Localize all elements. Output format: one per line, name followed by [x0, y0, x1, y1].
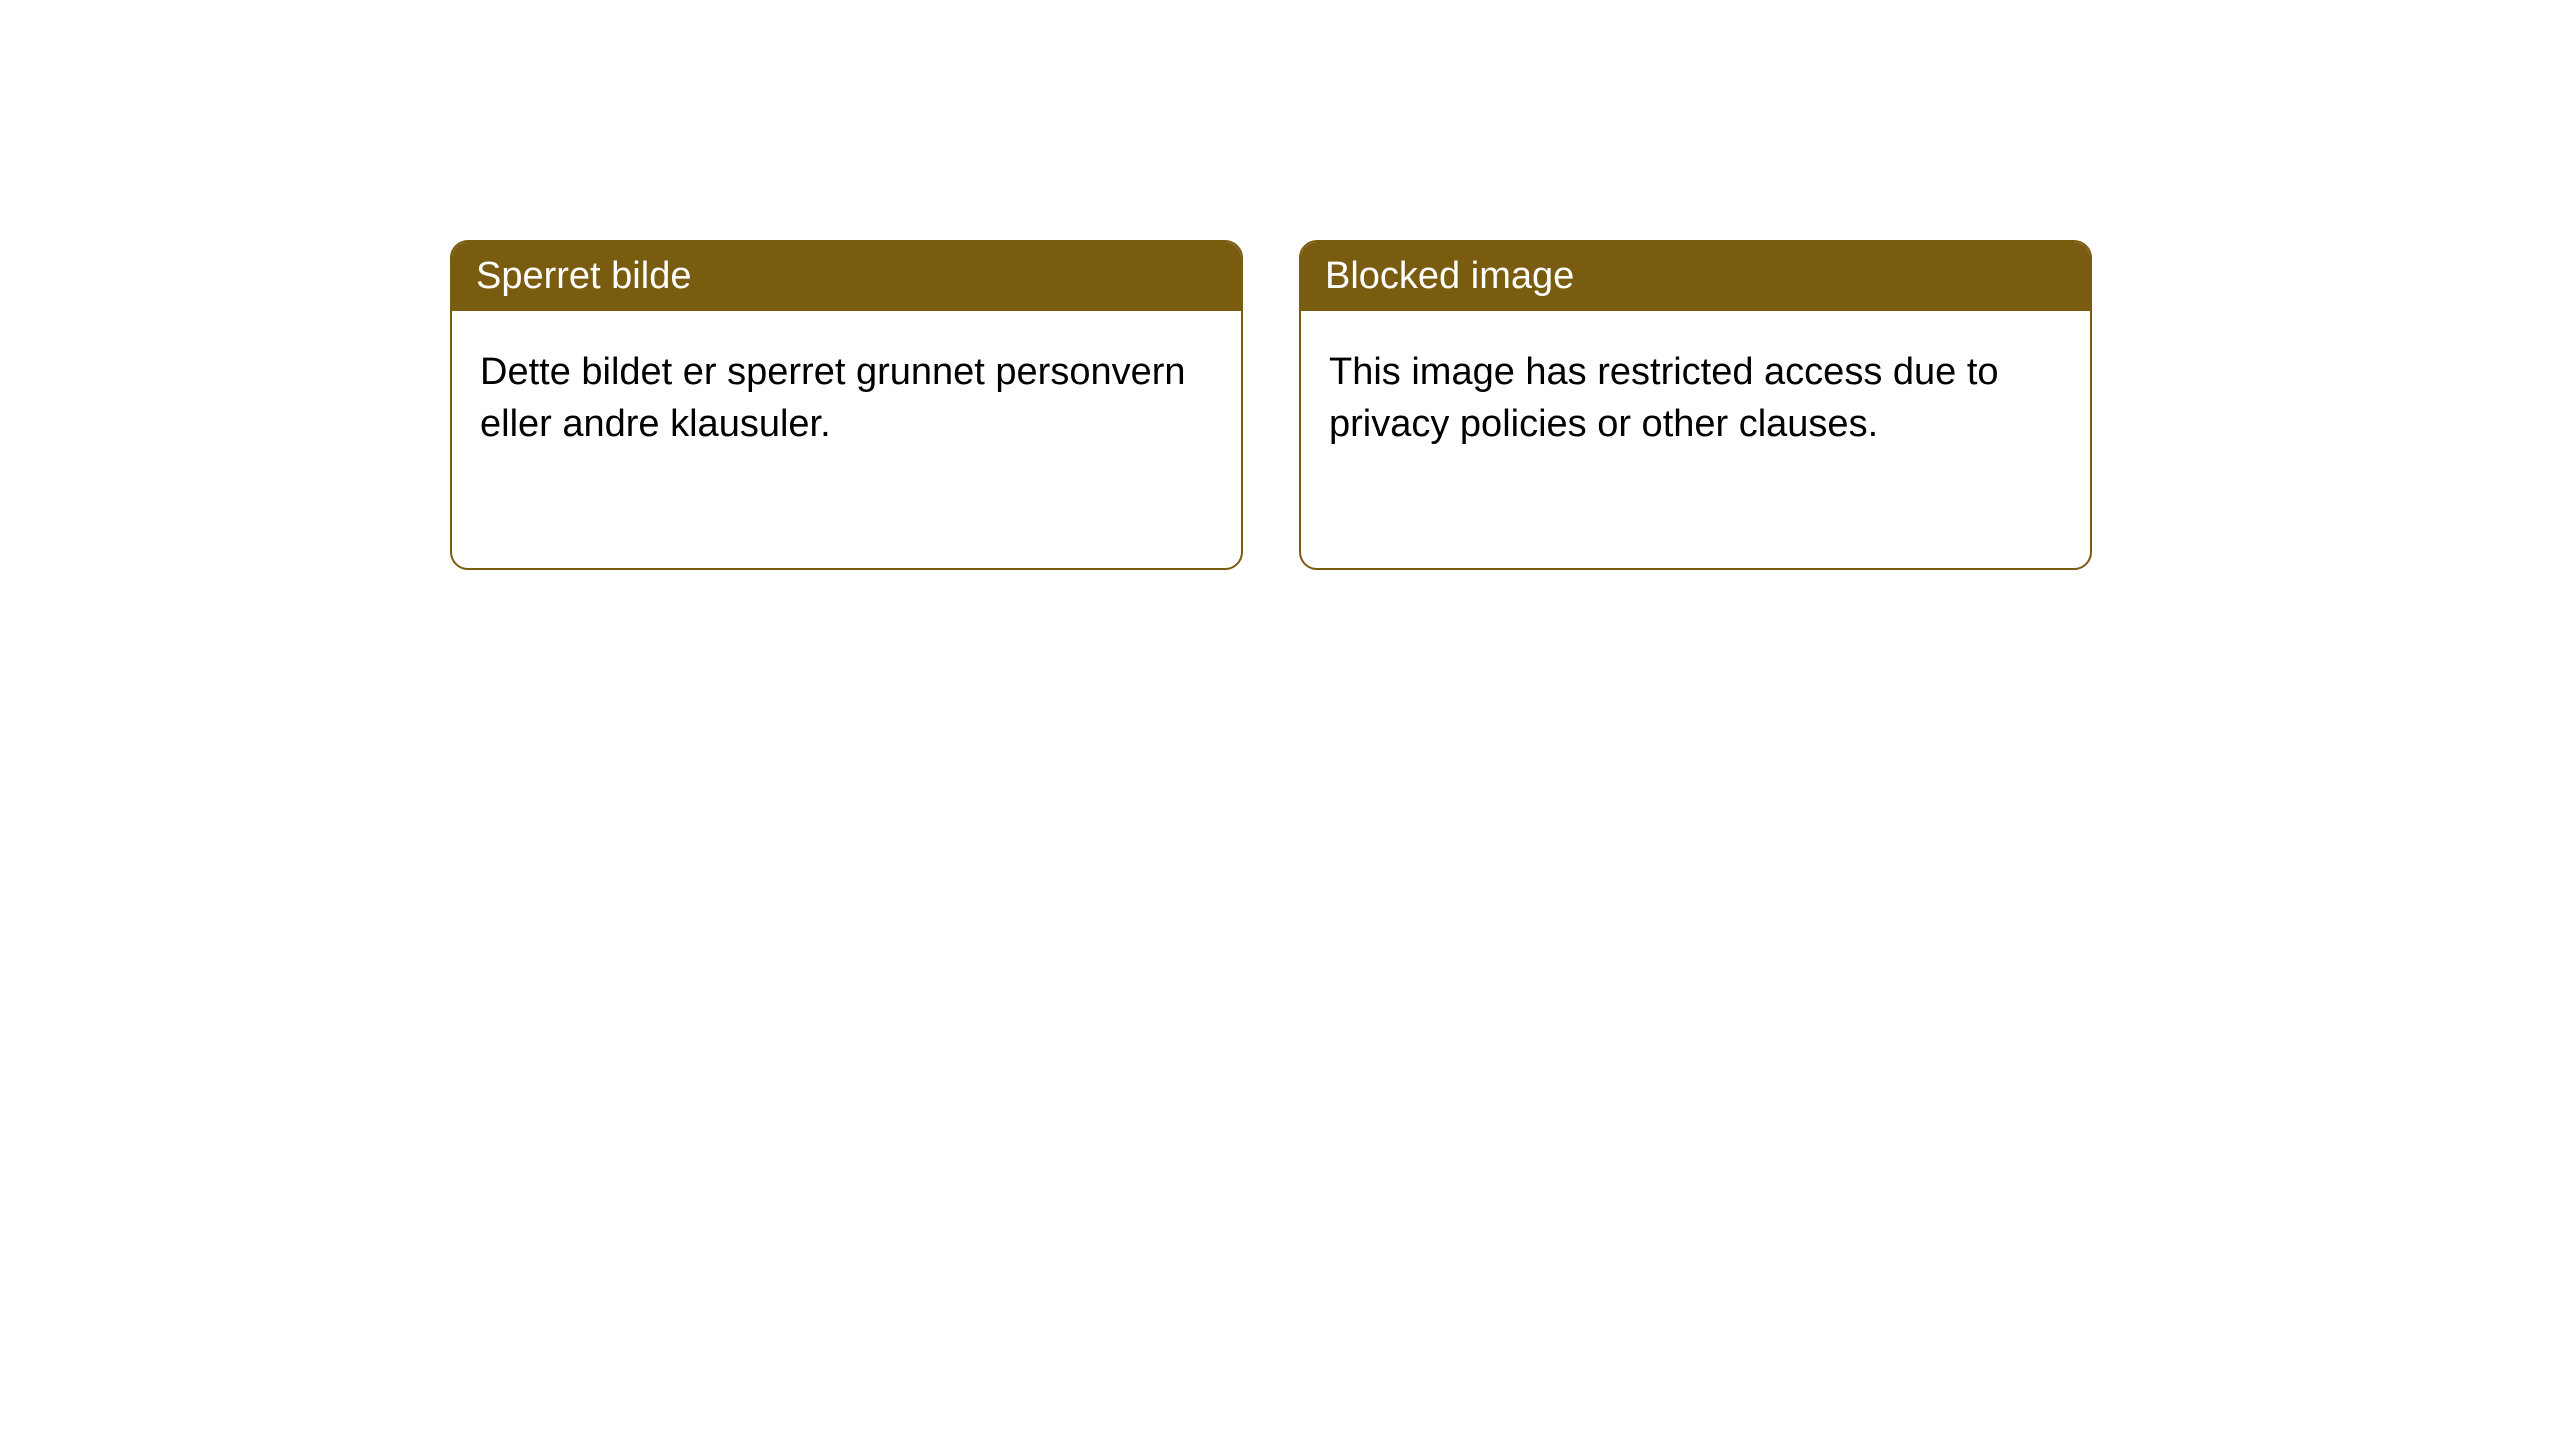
notice-card-english: Blocked image This image has restricted …	[1299, 240, 2092, 570]
notice-card-header: Sperret bilde	[452, 242, 1241, 311]
notice-card-norwegian: Sperret bilde Dette bildet er sperret gr…	[450, 240, 1243, 570]
notice-cards-container: Sperret bilde Dette bildet er sperret gr…	[450, 240, 2092, 570]
notice-card-header: Blocked image	[1301, 242, 2090, 311]
notice-card-body: This image has restricted access due to …	[1301, 311, 2090, 568]
notice-card-body: Dette bildet er sperret grunnet personve…	[452, 311, 1241, 568]
